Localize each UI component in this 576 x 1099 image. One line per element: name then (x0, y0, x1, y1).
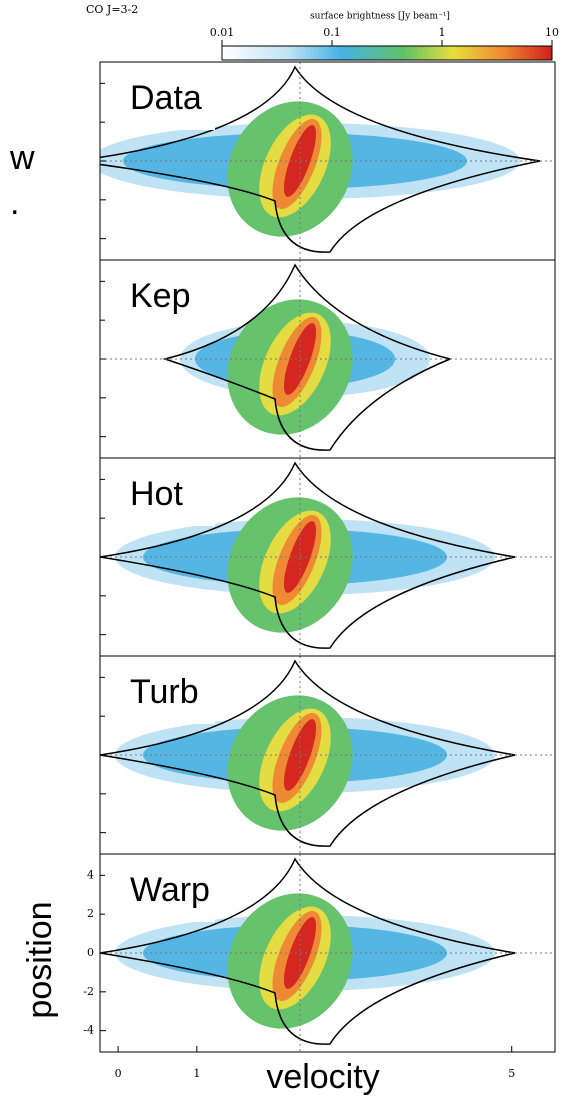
x-axis-label: velocity (266, 1058, 379, 1096)
y-axis-label: position (21, 901, 59, 1018)
x-tick-label: 0 (115, 1067, 122, 1080)
colorbar-label: surface brightness [Jy beam⁻¹] (310, 12, 450, 22)
title: CO J=3-2 (86, 3, 138, 16)
panel-label: Kep (130, 277, 191, 315)
y-tick-label: -2 (83, 985, 94, 998)
colorbar-tick-label: 0.1 (323, 26, 341, 39)
side-text: w (9, 139, 35, 177)
x-tick-label: 1 (193, 1067, 200, 1080)
panel-label: Data (130, 79, 202, 117)
x-tick-label: 5 (508, 1067, 515, 1080)
y-tick-label: 4 (87, 868, 94, 881)
y-tick-label: 2 (87, 907, 94, 920)
y-tick-label: -4 (83, 1024, 94, 1037)
colorbar (222, 46, 552, 60)
colorbar-tick-label: 10 (545, 26, 559, 39)
y-tick-label: 0 (87, 946, 94, 959)
figure: CO J=3-2 surface brightness [Jy beam⁻¹] … (0, 0, 576, 1099)
side-text: . (10, 184, 19, 222)
panel-label: Warp (130, 871, 210, 909)
panel-label: Hot (130, 475, 183, 513)
colorbar-tick-label: 1 (439, 26, 446, 39)
panel-label: Turb (130, 673, 199, 711)
colorbar-tick-label: 0.01 (210, 26, 235, 39)
